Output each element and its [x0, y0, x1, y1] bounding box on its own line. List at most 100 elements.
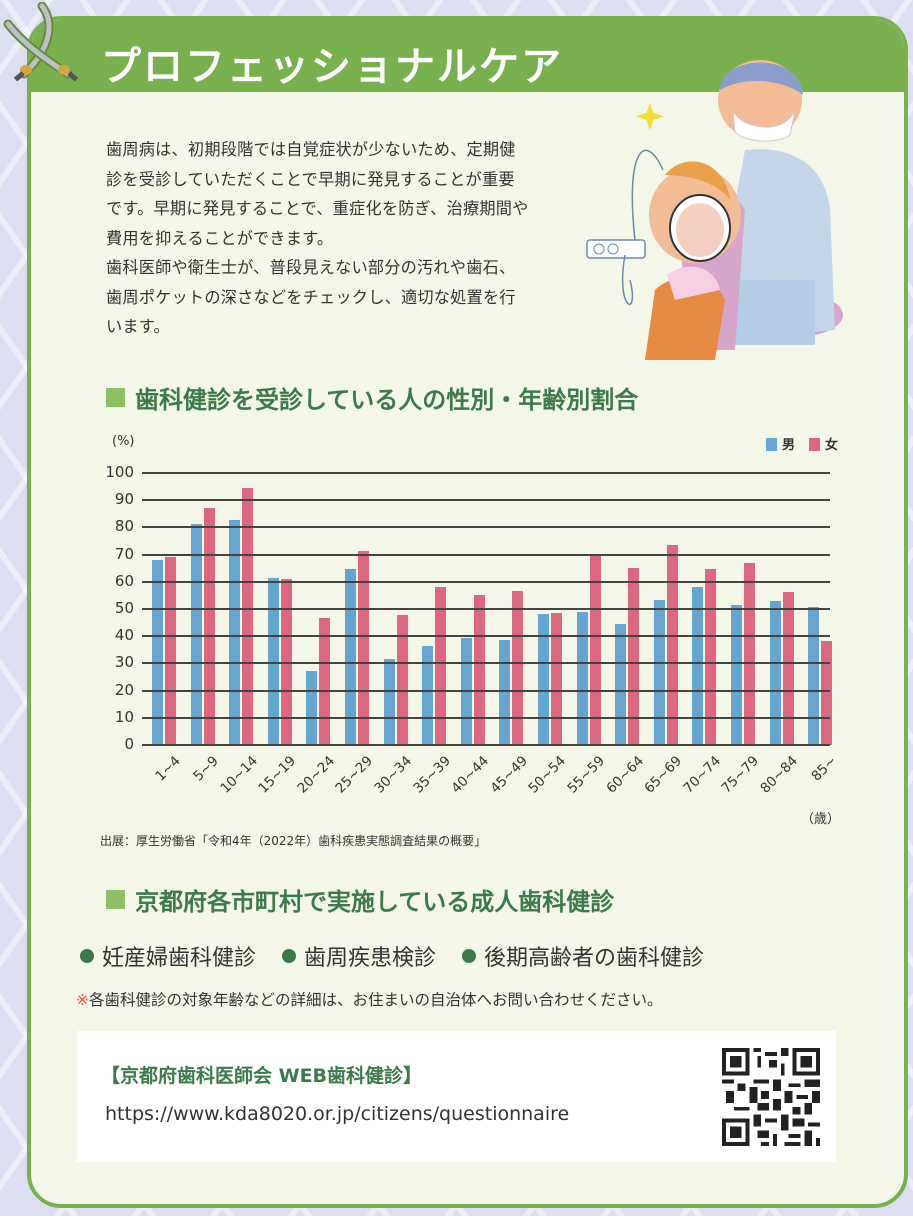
bar-group [499, 473, 539, 745]
bar-group [267, 473, 308, 745]
female-swatch-icon [808, 438, 820, 451]
note-text: 各歯科健診の対象年齢などの詳細は、お住まいの自治体へお問い合わせください。 [89, 991, 663, 1009]
intro-line: 歯周病は、初期段階では自覚症状が少ないため、定期健 [106, 140, 516, 159]
legend-label: 女 [824, 438, 838, 453]
bullet-dot-icon [462, 949, 477, 963]
x-tick-label: 10~14 [216, 753, 261, 797]
bar-female [203, 508, 215, 745]
bar-female [782, 592, 794, 745]
bar-group [229, 473, 269, 745]
bar-male [615, 624, 627, 745]
bar-female [551, 612, 562, 745]
bar-group [576, 473, 617, 745]
bar-group [769, 473, 810, 745]
bar-male [538, 614, 549, 745]
bar-group [306, 473, 346, 745]
chart-section-title: 歯科健診を受診している人の性別・年齢別割合 [106, 380, 638, 415]
bar-female [358, 551, 369, 745]
y-tick-label: 0 [124, 735, 134, 753]
intro-line: 費用を抑えることができます。 [106, 228, 334, 248]
bar-female [628, 567, 640, 745]
gridline [142, 716, 830, 719]
y-tick-label: 80 [114, 517, 134, 536]
x-tick-label: 50~54 [525, 753, 570, 797]
web-checkup-title: 【京都府歯科医師会 WEB歯科健診】 [101, 1065, 423, 1087]
bar-male [190, 524, 202, 745]
gridline [142, 526, 830, 529]
programs-list: 妊産婦歯科健診 歯周疾患検診 後期高齢者の歯科健診 [80, 940, 704, 972]
y-tick-label: 10 [114, 707, 134, 726]
program-item: 後期高齢者の歯科健診 [462, 940, 704, 972]
bullet-dot-icon [80, 949, 94, 963]
bar-male [422, 646, 434, 745]
intro-text: 歯周病は、初期段階では自覚症状が少ないため、定期健 診を受診していただくことで早… [106, 135, 596, 342]
bar-group [422, 473, 462, 745]
gridline [142, 608, 830, 610]
bar-group [383, 473, 424, 745]
y-axis-unit: (%) [112, 434, 135, 449]
bar-male [692, 586, 704, 745]
bar-male [267, 578, 279, 745]
y-tick-label: 100 [105, 463, 134, 481]
bar-male [653, 600, 665, 745]
bar-male [383, 659, 395, 745]
x-tick-label: 30~34 [371, 753, 415, 797]
intro-line: 診を受診していただくことで早期に発見することが重要 [106, 169, 515, 189]
intro-line: です。早期に発見することで、重症化を防ぎ、治療期間や [106, 199, 529, 218]
y-tick-label: 20 [114, 680, 134, 699]
x-axis-unit: （歳） [800, 812, 840, 827]
web-checkup-url[interactable]: https://www.kda8020.or.jp/citizens/quest… [105, 1103, 570, 1125]
bar-group [692, 473, 732, 745]
x-tick-label: 35~39 [409, 753, 454, 797]
bar-female [512, 591, 524, 745]
legend-item-female: 女 [808, 434, 838, 453]
web-checkup-box: 【京都府歯科医師会 WEB歯科健診】 https://www.kda8020.o… [77, 1031, 836, 1162]
programs-note: ※各歯科健診の対象年齢などの詳細は、お住まいの自治体へお問い合わせください。 [76, 988, 663, 1010]
program-label: 歯周疾患検診 [304, 946, 437, 971]
y-tick-label: 90 [114, 490, 134, 509]
square-bullet-icon [106, 890, 125, 909]
note-mark: ※ [76, 991, 89, 1009]
x-tick-label: 15~19 [255, 753, 300, 797]
plot-area [142, 473, 833, 745]
y-tick-label: 50 [114, 599, 134, 617]
chart-legend: 男 女 [765, 434, 838, 453]
bar-female [435, 586, 447, 745]
bar-male [306, 671, 318, 745]
x-tick-label: 85~ [808, 753, 840, 785]
intro-line: 歯周ポケットの深さなどをチェックし、適切な処置を行 [106, 287, 516, 307]
bar-male [731, 604, 742, 745]
programs-section-title: 京都府各市町村で実施している成人歯科健診 [106, 882, 614, 917]
bar-female [666, 544, 678, 745]
y-tick-label: 30 [114, 653, 134, 672]
bar-group [538, 473, 578, 745]
qr-code-icon[interactable] [722, 1048, 820, 1146]
bar-chart: (%) 男 女 （歳） 0 10 20 30 40 50 60 70 80 90 100 1~4 5~9… [90, 428, 850, 828]
bar-group [653, 473, 694, 745]
gridline [142, 499, 830, 502]
gridline [142, 744, 830, 746]
dentist-illustration [586, 60, 843, 360]
gridline [142, 662, 830, 665]
x-tick-label: 65~69 [641, 753, 686, 797]
program-label: 妊産婦歯科健診 [102, 946, 257, 971]
program-label: 後期高齢者の歯科健診 [484, 946, 705, 971]
intro-line: 歯科医師や衛生士が、普段見えない部分の汚れや歯石、 [106, 258, 516, 277]
x-tick-label: 60~64 [602, 753, 647, 797]
x-tick-label: 25~29 [332, 753, 377, 797]
bar-female [242, 487, 254, 745]
crossed-swords-icon [3, 2, 79, 82]
bar-female [589, 555, 601, 745]
page-title: プロフェッショナルケア [101, 44, 563, 90]
x-tick-label: 40~44 [448, 753, 493, 797]
y-tick-label: 70 [114, 544, 134, 563]
program-item: 歯周疾患検診 [282, 940, 436, 972]
bar-female [280, 579, 292, 745]
bar-female [821, 640, 833, 745]
chart-source: 出展：厚生労働省「令和4年（2022年）歯科疾患実態調査結果の概要」 [100, 834, 487, 848]
x-tick-label: 20~24 [294, 753, 338, 797]
y-tick-label: 60 [114, 571, 134, 590]
bar-female [473, 595, 485, 745]
bar-group [731, 473, 771, 745]
bar-group [152, 473, 192, 745]
